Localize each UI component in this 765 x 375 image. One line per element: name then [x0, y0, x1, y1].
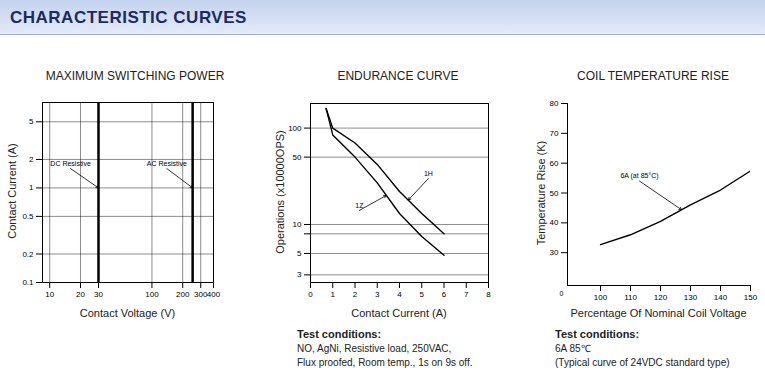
- html-text:Test conditions:: Test conditions:: [297, 328, 382, 340]
- svg-text:6A (at 85°C): 6A (at 85°C): [620, 172, 658, 180]
- html-text:Contact Current (A): Contact Current (A): [351, 307, 447, 319]
- html-text:NO, AgNi, Resistive load, 250V: NO, AgNi, Resistive load, 250VAC,: [297, 343, 452, 354]
- html-text:Contact Current (A): Contact Current (A): [6, 143, 18, 239]
- html-text:COIL TEMPERATURE RISE: COIL TEMPERATURE RISE: [577, 69, 729, 83]
- svg-text:1Z: 1Z: [355, 202, 364, 209]
- svg-text:100: 100: [594, 293, 608, 302]
- svg-text:0.1: 0.1: [22, 278, 34, 287]
- svg-text:0.2: 0.2: [22, 250, 34, 259]
- svg-text:6: 6: [442, 290, 447, 299]
- svg-text:3: 3: [297, 270, 302, 279]
- svg-text:5: 5: [420, 290, 425, 299]
- svg-text:AC Resistive: AC Resistive: [147, 160, 187, 167]
- svg-text:2: 2: [353, 290, 358, 299]
- html-text:Temperature Rise (K): Temperature Rise (K): [535, 140, 547, 246]
- html-text:(Typical curve of 24VDC standa: (Typical curve of 24VDC standard type): [555, 357, 730, 368]
- svg-text:10: 10: [293, 220, 302, 229]
- svg-text:1H: 1H: [424, 170, 433, 177]
- svg-text:3: 3: [375, 290, 380, 299]
- svg-text:7: 7: [464, 290, 469, 299]
- html-text:Test conditions:: Test conditions:: [555, 328, 640, 340]
- svg-text:2: 2: [29, 155, 34, 164]
- html-text:MAXIMUM SWITCHING POWER: MAXIMUM SWITCHING POWER: [45, 69, 225, 83]
- svg-text:300: 300: [194, 290, 208, 300]
- svg-text:4: 4: [397, 290, 402, 299]
- svg-text:30: 30: [550, 248, 559, 257]
- svg-text:100: 100: [145, 290, 159, 299]
- svg-text:5: 5: [297, 249, 302, 258]
- svg-text:0: 0: [308, 290, 313, 299]
- svg-text:100: 100: [288, 124, 302, 133]
- svg-text:8: 8: [486, 290, 491, 299]
- svg-text:60: 60: [550, 159, 559, 168]
- svg-text:DC Resistive: DC Resistive: [50, 160, 91, 167]
- svg-text:1: 1: [331, 290, 336, 299]
- svg-text:0.5: 0.5: [22, 212, 34, 221]
- svg-text:50: 50: [293, 153, 302, 162]
- svg-text:20: 20: [76, 290, 85, 299]
- svg-text:5: 5: [29, 117, 34, 126]
- html-text:ENDURANCE CURVE: ENDURANCE CURVE: [337, 69, 459, 83]
- svg-text:400: 400: [207, 290, 221, 299]
- svg-text:0: 0: [560, 290, 564, 297]
- svg-text:40: 40: [550, 218, 559, 227]
- svg-text:130: 130: [684, 293, 698, 302]
- html-text:Contact Voltage (V): Contact Voltage (V): [79, 307, 176, 319]
- html-text:Flux proofed, Room temp., 1s o: Flux proofed, Room temp., 1s on 9s off.: [297, 357, 473, 368]
- svg-text:70: 70: [550, 129, 559, 138]
- svg-text:140: 140: [714, 293, 728, 302]
- svg-text:50: 50: [550, 189, 559, 198]
- svg-text:150: 150: [744, 293, 758, 302]
- svg-text:110: 110: [624, 293, 637, 302]
- svg-text:30: 30: [94, 290, 103, 299]
- html-text:Operations (x10000OPS): Operations (x10000OPS): [274, 129, 286, 254]
- svg-text:1: 1: [29, 183, 34, 192]
- svg-text:80: 80: [550, 99, 559, 108]
- svg-text:120: 120: [654, 293, 668, 302]
- html-text:Percentage Of Nominal Coil Vol: Percentage Of Nominal Coil Voltage: [570, 307, 747, 319]
- html-text:CHARACTERISTIC CURVES: CHARACTERISTIC CURVES: [10, 8, 247, 27]
- svg-text:200: 200: [176, 290, 190, 299]
- svg-text:10: 10: [45, 290, 54, 299]
- html-text:6A 85℃: 6A 85℃: [555, 343, 591, 354]
